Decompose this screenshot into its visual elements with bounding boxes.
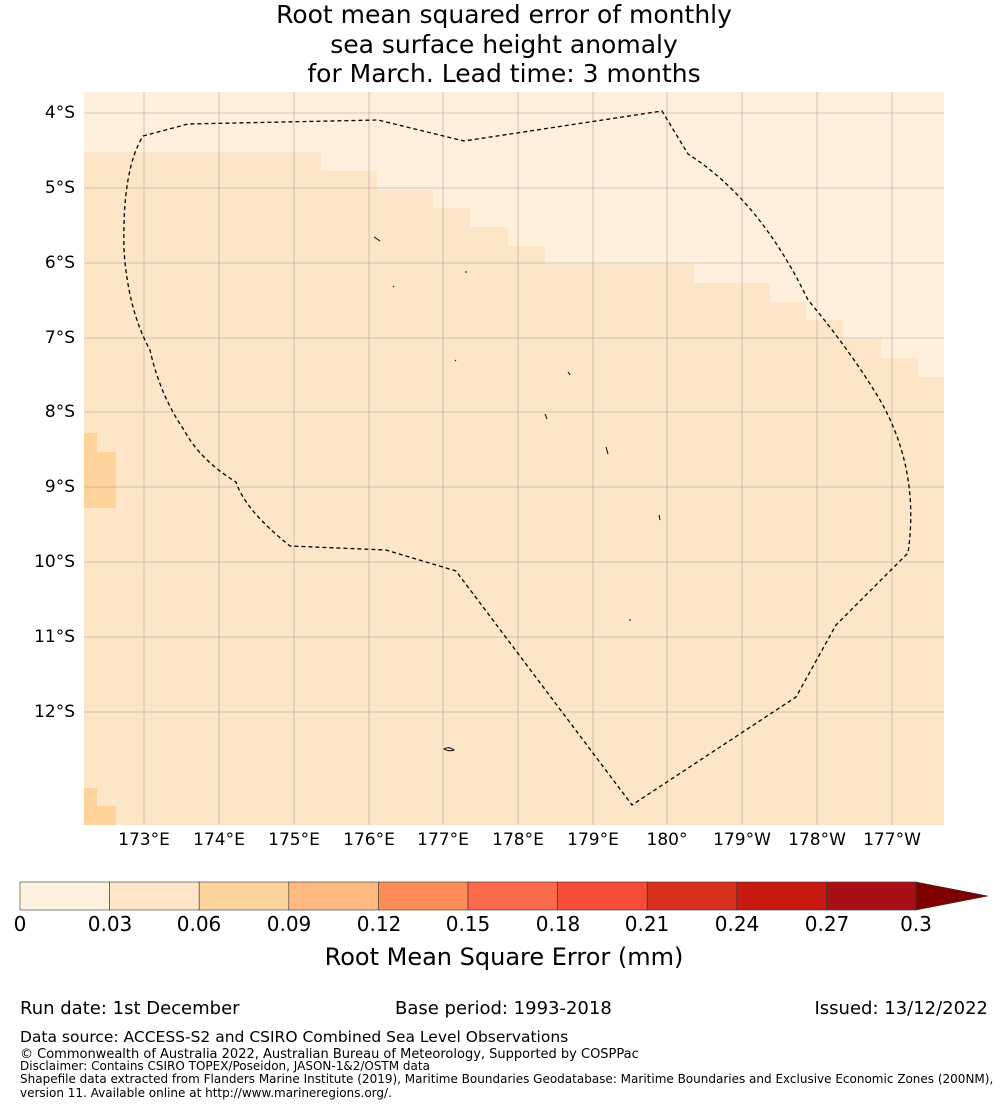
- island-4: [454, 359, 457, 362]
- lat-label-10s: 10°S: [34, 552, 75, 572]
- colorbar-label: Root Mean Square Error (mm): [324, 943, 684, 971]
- lon-label-180: 180°: [646, 830, 688, 850]
- colorbar-segment-1: [109, 881, 200, 911]
- eez-boundary: [123, 110, 912, 806]
- lon-label-179e: 179°E: [567, 830, 619, 850]
- colorbar-segment-9: [826, 881, 917, 911]
- island-6: [544, 413, 548, 420]
- cell-high-3: [84, 788, 97, 825]
- colorbar-tick-1: 0.03: [87, 912, 133, 936]
- lon-label-177e: 177°E: [417, 830, 469, 850]
- lat-label-6s: 6°S: [44, 253, 75, 273]
- title-line-3: for March. Lead time: 3 months: [307, 59, 701, 88]
- disclaimer: Disclaimer: Contains CSIRO TOPEX/Poseido…: [20, 1059, 430, 1073]
- island-8: [658, 514, 661, 521]
- colorbar-tick-6: 0.18: [535, 912, 581, 936]
- data-source: Data source: ACCESS-S2 and CSIRO Combine…: [20, 1028, 569, 1046]
- colorbar: [19, 881, 989, 911]
- lon-label-178e: 178°E: [492, 830, 544, 850]
- base-period: Base period: 1993-2018: [395, 998, 612, 1019]
- colorbar-segment-3: [288, 881, 379, 911]
- shapefile-version: version 11. Available online at http://w…: [20, 1086, 392, 1100]
- lat-label-4s: 4°S: [44, 103, 75, 123]
- lon-label-173e: 173°E: [118, 830, 170, 850]
- island-10: [443, 747, 455, 752]
- colorbar-tick-4: 0.12: [356, 912, 402, 936]
- island-3: [392, 285, 395, 288]
- colorbar-extend-arrow: [915, 881, 989, 911]
- colorbar-segments: [19, 881, 989, 911]
- cell-high-4: [97, 806, 116, 825]
- chart-title: Root mean squared error of monthly sea s…: [0, 0, 1008, 89]
- islands: [373, 236, 661, 752]
- lon-label-174e: 174°E: [193, 830, 245, 850]
- colorbar-segment-8: [736, 881, 827, 911]
- issued-date: Issued: 13/12/2022: [814, 998, 988, 1019]
- lon-label-175e: 175°E: [268, 830, 320, 850]
- lat-label-12s: 12°S: [34, 702, 75, 722]
- lon-label-176e: 176°E: [343, 830, 395, 850]
- colorbar-segment-0: [19, 881, 110, 911]
- rmse-cells: [84, 92, 944, 825]
- colorbar-segment-7: [646, 881, 738, 911]
- colorbar-tick-2: 0.06: [176, 912, 222, 936]
- colorbar-tick-7: 0.21: [624, 912, 670, 936]
- lat-label-7s: 7°S: [44, 328, 75, 348]
- copyright: © Commonwealth of Australia 2022, Austra…: [20, 1047, 639, 1062]
- cell-region-low: [84, 92, 944, 377]
- colorbar-segment-4: [378, 881, 469, 911]
- island-7: [605, 446, 609, 455]
- lon-label-177w: 177°W: [863, 830, 921, 850]
- cell-high-1: [84, 433, 97, 508]
- map-panel: [84, 92, 944, 825]
- island-5: [567, 371, 571, 376]
- graticule: [84, 92, 944, 825]
- colorbar-tick-10: 0.3: [900, 912, 932, 936]
- lat-label-11s: 11°S: [34, 627, 75, 647]
- colorbar-segment-5: [467, 881, 558, 911]
- colorbar-tick-0: 0: [13, 912, 27, 936]
- title-line-2: sea surface height anomaly: [330, 29, 678, 59]
- colorbar-segment-6: [557, 881, 648, 911]
- cell-high-2: [97, 452, 116, 508]
- lat-label-9s: 9°S: [44, 477, 75, 497]
- lon-label-178w: 178°W: [788, 830, 846, 850]
- colorbar-tick-5: 0.15: [445, 912, 491, 936]
- island-1: [373, 236, 381, 242]
- colorbar-segment-2: [198, 881, 290, 911]
- colorbar-tick-3: 0.09: [266, 912, 312, 936]
- run-date: Run date: 1st December: [20, 998, 240, 1019]
- lon-label-179w: 179°W: [713, 830, 771, 850]
- title-line-1: Root mean squared error of monthly: [276, 0, 732, 29]
- lat-label-8s: 8°S: [44, 402, 75, 422]
- lat-label-5s: 5°S: [44, 178, 75, 198]
- shapefile-credit: Shapefile data extracted from Flanders M…: [20, 1072, 994, 1086]
- colorbar-tick-9: 0.27: [804, 912, 850, 936]
- colorbar-tick-8: 0.24: [714, 912, 760, 936]
